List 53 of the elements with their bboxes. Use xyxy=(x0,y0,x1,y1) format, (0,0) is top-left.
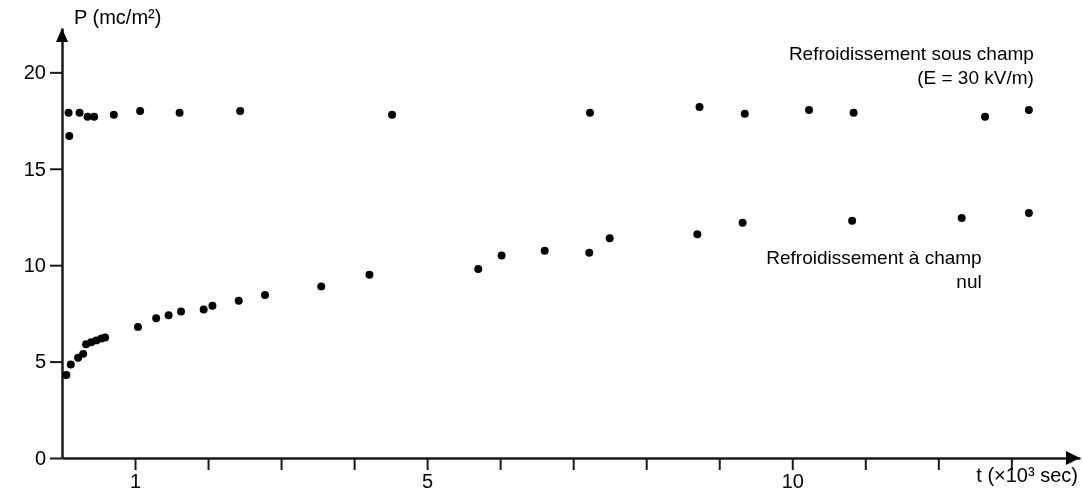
point xyxy=(65,132,74,140)
point xyxy=(90,112,99,121)
y-axis-title: P (mc/m²) xyxy=(74,6,162,28)
point xyxy=(261,291,269,300)
point xyxy=(585,248,594,257)
point xyxy=(497,251,506,260)
series-label: Refroidissement à champ nul xyxy=(766,247,982,293)
point xyxy=(317,282,326,291)
x-tick-label: 1 xyxy=(129,470,142,493)
point xyxy=(175,108,184,117)
point xyxy=(66,360,75,369)
point xyxy=(849,108,858,117)
point xyxy=(1024,105,1033,114)
point xyxy=(164,311,173,320)
point xyxy=(388,110,397,119)
point xyxy=(605,234,614,243)
point xyxy=(981,112,990,121)
point xyxy=(177,307,186,316)
series-label: Refroidissement sous champ (E = 30 kV/m) xyxy=(788,43,1034,89)
point xyxy=(199,305,208,314)
point xyxy=(1024,209,1033,218)
x-axis-title: t (×10³ sec) xyxy=(976,464,1078,486)
point xyxy=(586,108,594,117)
point xyxy=(109,110,118,119)
point xyxy=(740,109,749,118)
point xyxy=(75,108,84,117)
point xyxy=(695,103,704,112)
point xyxy=(208,301,217,310)
point xyxy=(74,353,83,362)
point xyxy=(136,106,145,115)
point xyxy=(64,108,73,117)
point xyxy=(805,105,814,114)
point xyxy=(152,314,161,323)
point xyxy=(365,270,374,279)
y-tick-label: 10 xyxy=(23,254,46,277)
y-tick-label: 15 xyxy=(23,157,46,180)
x-tick-label: 5 xyxy=(422,470,434,493)
y-tick-label: 0 xyxy=(34,446,46,469)
point xyxy=(738,218,747,227)
point xyxy=(236,106,245,115)
point xyxy=(62,371,71,380)
point xyxy=(848,216,857,225)
y-tick-label: 5 xyxy=(34,350,46,373)
point xyxy=(101,333,110,342)
point xyxy=(234,296,243,305)
y-tick-label: 20 xyxy=(23,61,46,84)
point xyxy=(693,230,702,239)
point xyxy=(133,322,142,331)
point xyxy=(540,246,549,255)
x-tick-label: 10 xyxy=(781,470,804,493)
point xyxy=(79,349,88,358)
point xyxy=(474,265,483,274)
point xyxy=(957,213,966,222)
